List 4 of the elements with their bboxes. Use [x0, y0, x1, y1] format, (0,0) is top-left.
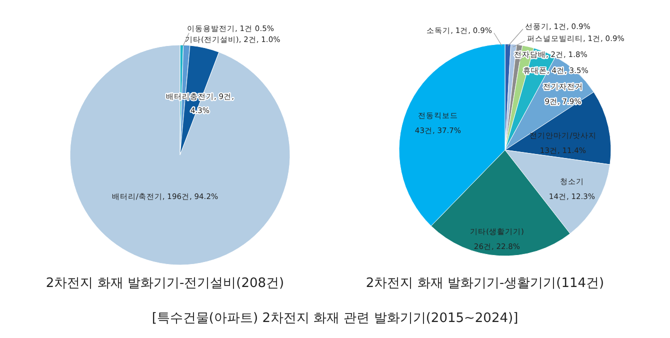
text: [특수건물(아파트) 2차전지 화재 관련 발화기기(2015~2024)] [152, 311, 518, 326]
text: 2차전지 화재 발화기기-생활기기(114건) [366, 276, 604, 291]
pie-slice [70, 44, 290, 266]
text: 2차전지 화재 발화기기-전기설비(208건) [46, 276, 284, 291]
